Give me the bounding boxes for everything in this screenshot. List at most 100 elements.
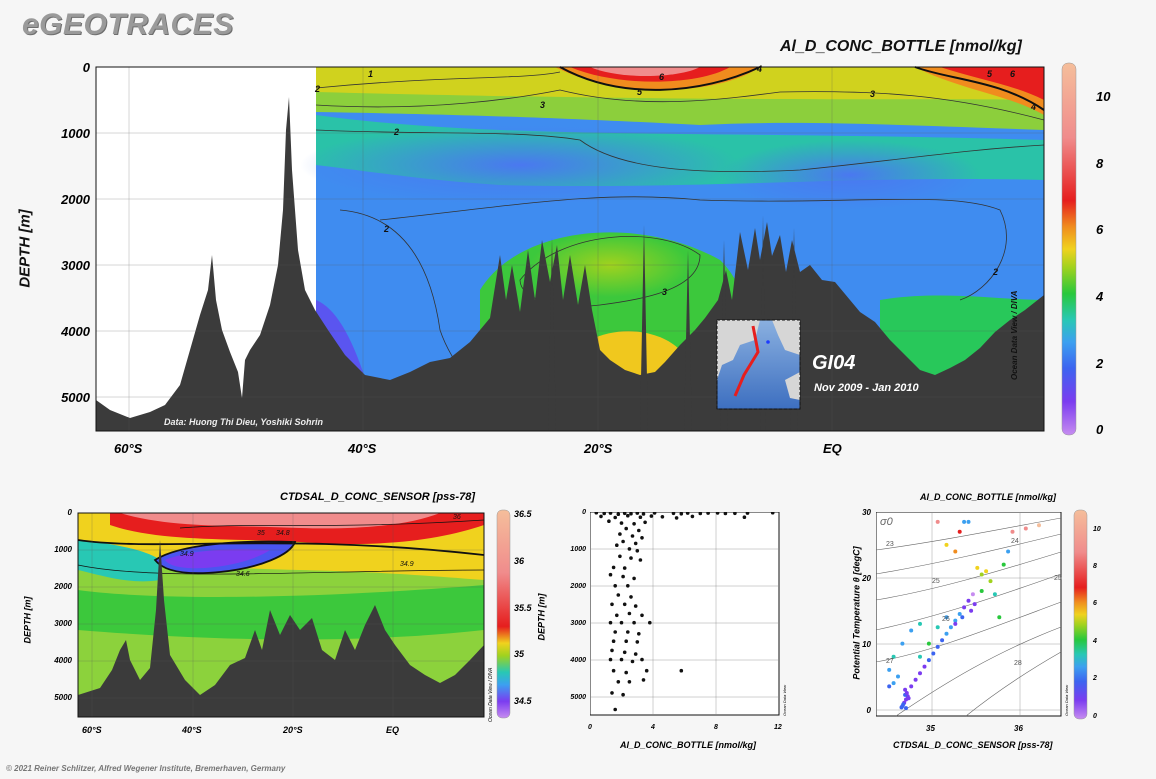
ts-data-point: [926, 641, 931, 646]
ts-data-point: [966, 519, 971, 524]
ts-data-point: [887, 667, 892, 672]
contour-label: 1: [368, 69, 373, 79]
profile-data-point: [690, 514, 695, 519]
y-tick-label: 10: [862, 640, 871, 649]
odv-label: Ocean Data View: [1064, 684, 1069, 716]
x-tick-label: 40°S: [182, 725, 202, 735]
ts-data-point: [997, 615, 1002, 620]
ts-data-point: [918, 654, 922, 659]
ts-data-point: [948, 625, 953, 630]
y-tick-label: 0: [67, 508, 72, 517]
contour-label: 34.9: [180, 551, 194, 558]
x-tick-label: 20°S: [283, 725, 303, 735]
profile-data-point: [637, 528, 641, 533]
isopycnal-label: 25: [1054, 575, 1062, 582]
ts-data-point: [918, 671, 922, 676]
main-chart-title: Al_D_CONC_BOTTLE [nmol/kg]: [780, 38, 1022, 55]
contour-label: 2: [314, 84, 320, 94]
profile-data-point: [622, 512, 627, 516]
ts-data-point: [1006, 549, 1011, 554]
profile-data-point: [627, 680, 632, 684]
x-tick-label: EQ: [823, 441, 842, 456]
y-tick-label: 0: [82, 60, 90, 75]
profile-data-point: [742, 515, 747, 519]
profile-data-point: [621, 574, 625, 579]
profile-data-point: [723, 512, 728, 516]
main-section-chart: 1 2 2 2 2 3 3 3 4 4 5 5 6 6: [95, 62, 1077, 436]
section-name: GI04: [812, 352, 856, 374]
x-tick-label: 20°S: [584, 441, 613, 456]
ts-data-point: [972, 602, 977, 607]
isopycnal-label: 23: [886, 541, 894, 548]
profile-data-point: [602, 512, 606, 516]
profile-data-point: [613, 515, 617, 520]
y-tick-label: 3000: [54, 619, 72, 628]
colorbar-tick-label: 10: [1096, 89, 1111, 104]
profile-data-point: [626, 513, 630, 518]
colorbar-tick-label: 35: [514, 649, 525, 659]
profile-data-point: [594, 512, 599, 515]
profile-data-point: [635, 640, 640, 644]
ts-data-point: [926, 658, 931, 663]
profile-data-point: [648, 620, 652, 625]
profile-data-point: [615, 543, 619, 547]
ts-colorbar: [1073, 509, 1088, 720]
profile-x-axis-label: Al_D_CONC_BOTTLE [nmol/kg]: [620, 740, 757, 750]
profile-data-point: [627, 547, 632, 551]
profile-data-point: [632, 522, 636, 526]
odv-label: Ocean Data View / DIVA: [1010, 290, 1019, 380]
x-tick-label: 4: [651, 724, 655, 731]
profile-data-point: [615, 613, 619, 618]
y-tick-label: 3000: [61, 258, 90, 273]
profile-data-point: [674, 516, 679, 520]
profile-data-point: [611, 639, 616, 643]
colorbar-tick-label: 36: [514, 556, 525, 566]
profile-data-point: [630, 659, 635, 664]
ts-data-point: [944, 542, 949, 547]
profile-data-point: [613, 584, 617, 588]
profile-data-point: [635, 549, 640, 553]
isopycnal-label: 24: [1011, 538, 1019, 545]
ts-data-point: [953, 618, 958, 623]
odv-label: Ocean Data View / DIVA: [488, 667, 494, 722]
profile-data-point: [616, 680, 621, 684]
x-tick-label: 40°S: [348, 441, 377, 456]
profile-data-point: [627, 611, 632, 616]
profile-data-point: [629, 595, 633, 599]
sal-y-axis-label: DEPTH [m]: [22, 596, 33, 644]
contour-label: 2: [393, 127, 399, 137]
copyright-footer: © 2021 Reiner Schlitzer, Alfred Wegener …: [6, 764, 286, 773]
ts-data-point: [970, 592, 975, 597]
y-tick-label: 3000: [570, 620, 586, 627]
colorbar-tick-label: 35.5: [514, 603, 532, 613]
contour-label: 3: [870, 89, 875, 99]
profile-data-point: [622, 566, 627, 570]
contour-label: 3: [662, 287, 667, 297]
colorbar-tick-label: 6: [1093, 600, 1097, 607]
colorbar-tick-label: 0: [1093, 713, 1097, 720]
profile-data-point: [632, 620, 636, 625]
y-tick-label: 0: [866, 706, 871, 715]
ts-data-point: [935, 644, 940, 649]
profile-data-point: [624, 670, 628, 675]
contour-label: 34.9: [400, 561, 414, 568]
profile-data-point: [640, 536, 644, 540]
colorbar-tick-label: 10: [1093, 526, 1101, 533]
ts-data-point: [904, 706, 908, 711]
y-tick-label: 30: [862, 508, 871, 517]
ts-data-point: [901, 702, 906, 707]
profile-data-point: [624, 639, 628, 643]
ts-x-axis-label: CTDSAL_D_CONC_SENSOR [pss-78]: [893, 740, 1053, 750]
colorbar-tick-label: 0: [1096, 422, 1104, 437]
ts-chart-title: Al_D_CONC_BOTTLE [nmol/kg]: [920, 492, 1057, 502]
y-tick-label: 4000: [570, 657, 586, 664]
profile-data-point: [616, 593, 621, 597]
profile-scatter-chart: [590, 512, 780, 716]
ts-data-point: [1010, 529, 1015, 534]
main-y-axis-label: DEPTH [m]: [16, 209, 34, 288]
profile-data-point: [613, 707, 617, 712]
ts-data-point: [1023, 526, 1028, 531]
profile-y-axis-label: DEPTH [m]: [536, 593, 547, 641]
profile-data-point: [679, 512, 684, 516]
isopycnal-label: 28: [1014, 660, 1022, 667]
